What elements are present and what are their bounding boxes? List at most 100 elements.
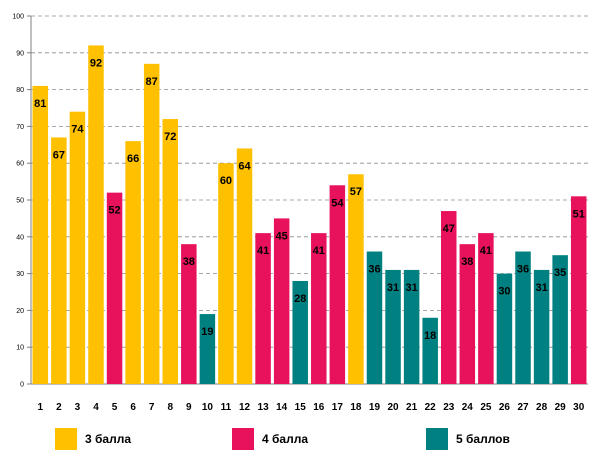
y-tick-label: 100 [12, 14, 24, 21]
data-label: 41 [480, 245, 492, 257]
bar [51, 137, 67, 384]
y-tick-label: 70 [16, 124, 24, 131]
bar [88, 45, 104, 384]
bar [125, 141, 141, 384]
bar [255, 233, 271, 384]
data-label: 41 [313, 245, 325, 257]
x-tick-label: 8 [167, 402, 173, 413]
x-tick-label: 11 [221, 402, 232, 413]
data-label: 31 [387, 282, 399, 294]
data-label: 57 [350, 186, 362, 198]
x-tick-label: 10 [202, 402, 214, 413]
x-tick-label: 19 [369, 402, 381, 413]
data-labels: 81 67 74 92 52 66 87 72 38 19 60 64 41 45 28 41 54 57 36 31… [34, 57, 585, 341]
x-tick-label: 29 [555, 402, 567, 413]
data-label: 92 [90, 57, 102, 69]
data-label: 60 [220, 175, 232, 187]
data-label: 30 [498, 286, 510, 298]
legend-swatch [426, 428, 448, 450]
y-tick-label: 30 [16, 271, 24, 278]
data-label: 38 [461, 256, 473, 268]
legend-label: 3 балла [85, 432, 131, 446]
legend-label: 5 баллов [456, 432, 510, 446]
data-label: 18 [424, 330, 436, 342]
bar [32, 85, 49, 385]
x-tick-label: 16 [313, 402, 325, 413]
x-tick-label: 27 [517, 402, 529, 413]
bar [422, 317, 438, 384]
data-label: 47 [443, 223, 455, 235]
y-tick-label: 80 [16, 87, 24, 94]
bar [143, 63, 160, 385]
data-label: 36 [368, 264, 380, 276]
bar [181, 244, 197, 384]
bar [570, 196, 587, 384]
x-tick-label: 18 [350, 402, 362, 413]
bar [552, 255, 568, 384]
x-tick-label: 23 [443, 402, 455, 413]
bar [366, 251, 383, 384]
legend: 3 балла 4 балла 5 баллов [55, 428, 510, 450]
bar [441, 211, 457, 384]
x-tick-label: 24 [462, 402, 474, 413]
bar [273, 218, 290, 384]
x-axis-ticks: 1 2 3 4 5 6 7 8 9 10 11 12 13 14 15 16 17 18 19 20 21 22 23 24 2… [38, 402, 585, 413]
legend-swatch [55, 428, 77, 450]
bar [199, 314, 216, 384]
gridlines [31, 15, 588, 348]
bar [478, 233, 494, 384]
bar [515, 251, 531, 384]
x-tick-label: 22 [425, 402, 437, 413]
bar [459, 244, 476, 384]
data-label: 64 [238, 160, 251, 172]
bar [403, 269, 420, 384]
x-tick-label: 3 [75, 402, 81, 413]
bar [311, 233, 327, 384]
x-tick-label: 1 [38, 402, 44, 413]
x-tick-label: 26 [499, 402, 511, 413]
y-axis-ticks: 0 10 20 30 40 50 60 70 80 90 100 [12, 14, 24, 389]
x-tick-label: 7 [149, 402, 155, 413]
data-label: 41 [257, 245, 269, 257]
bar [329, 185, 346, 384]
x-tick-label: 21 [406, 402, 418, 413]
y-tick-label: 50 [16, 198, 24, 205]
data-label: 51 [573, 208, 585, 220]
bars [32, 45, 587, 385]
x-tick-label: 15 [295, 402, 307, 413]
data-label: 28 [294, 293, 306, 305]
data-label: 31 [405, 282, 417, 294]
x-tick-label: 4 [93, 402, 99, 413]
y-tick-label: 0 [20, 382, 24, 389]
bar [69, 111, 86, 385]
y-tick-label: 90 [16, 50, 24, 57]
bar [218, 163, 234, 384]
bar [106, 192, 123, 384]
data-label: 45 [276, 230, 288, 242]
y-tick-label: 20 [16, 308, 24, 315]
x-tick-label: 25 [480, 402, 492, 413]
bar [533, 269, 550, 384]
y-tick-label: 40 [16, 234, 24, 241]
bar [385, 269, 401, 384]
data-label: 67 [53, 149, 65, 161]
x-tick-label: 9 [186, 402, 192, 413]
x-tick-label: 12 [239, 402, 251, 413]
x-tick-label: 13 [258, 402, 270, 413]
axes [27, 15, 588, 385]
data-label: 52 [108, 205, 120, 217]
data-label: 36 [517, 264, 529, 276]
x-tick-label: 20 [387, 402, 399, 413]
data-label: 66 [127, 153, 139, 165]
bar [292, 280, 308, 384]
bar [236, 148, 253, 384]
data-label: 35 [554, 267, 566, 279]
data-label: 74 [71, 124, 84, 136]
data-label: 38 [183, 256, 195, 268]
data-label: 72 [164, 131, 176, 143]
bar [496, 273, 513, 384]
bar [162, 119, 178, 384]
data-label: 81 [34, 98, 46, 110]
